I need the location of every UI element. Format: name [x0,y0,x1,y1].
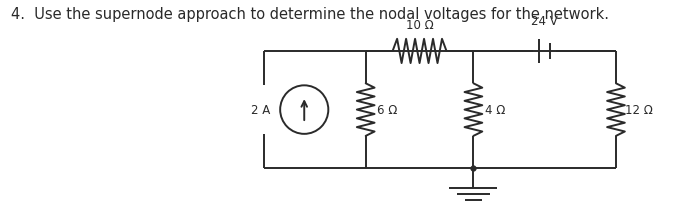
Text: 12 Ω: 12 Ω [625,104,652,116]
Text: 10 Ω: 10 Ω [406,19,433,32]
Text: 4.  Use the supernode approach to determine the nodal voltages for the network.: 4. Use the supernode approach to determi… [11,7,609,22]
Text: 4 Ω: 4 Ω [485,104,505,116]
Text: 24 V: 24 V [531,15,558,28]
Text: 6 Ω: 6 Ω [377,104,398,116]
Text: 2 A: 2 A [251,104,271,116]
